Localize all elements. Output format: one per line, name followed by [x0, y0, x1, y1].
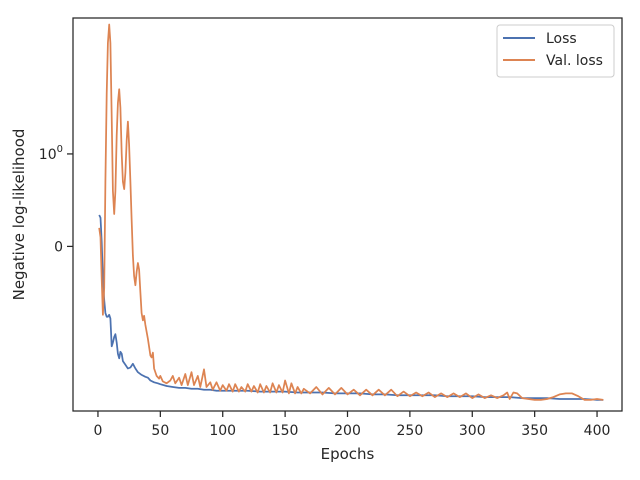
x-axis-label: Epochs [321, 445, 375, 463]
y-tick-label: 0 [54, 239, 63, 255]
x-axis-ticks: 0 50 100 150 200 250 300 350 400 [93, 411, 610, 439]
plot-lines [98, 23, 604, 401]
x-tick-label: 200 [334, 423, 361, 439]
x-tick-label: 0 [93, 423, 102, 439]
legend-label-loss: Loss [546, 31, 577, 47]
x-tick-label: 150 [272, 423, 299, 439]
x-tick-label: 350 [521, 423, 548, 439]
y-axis-ticks: 0 100 [39, 144, 73, 255]
y-tick-label: 100 [39, 144, 63, 163]
legend-label-val-loss: Val. loss [546, 53, 603, 69]
series-line-val-loss [98, 23, 604, 401]
legend: Loss Val. loss [496, 24, 615, 78]
x-tick-label: 100 [209, 423, 236, 439]
series-line-loss [98, 214, 604, 401]
x-tick-label: 250 [397, 423, 424, 439]
x-tick-label: 50 [151, 423, 169, 439]
y-axis-label: Negative log-likelihood [10, 129, 28, 301]
x-tick-label: 400 [584, 423, 611, 439]
x-tick-label: 300 [459, 423, 486, 439]
